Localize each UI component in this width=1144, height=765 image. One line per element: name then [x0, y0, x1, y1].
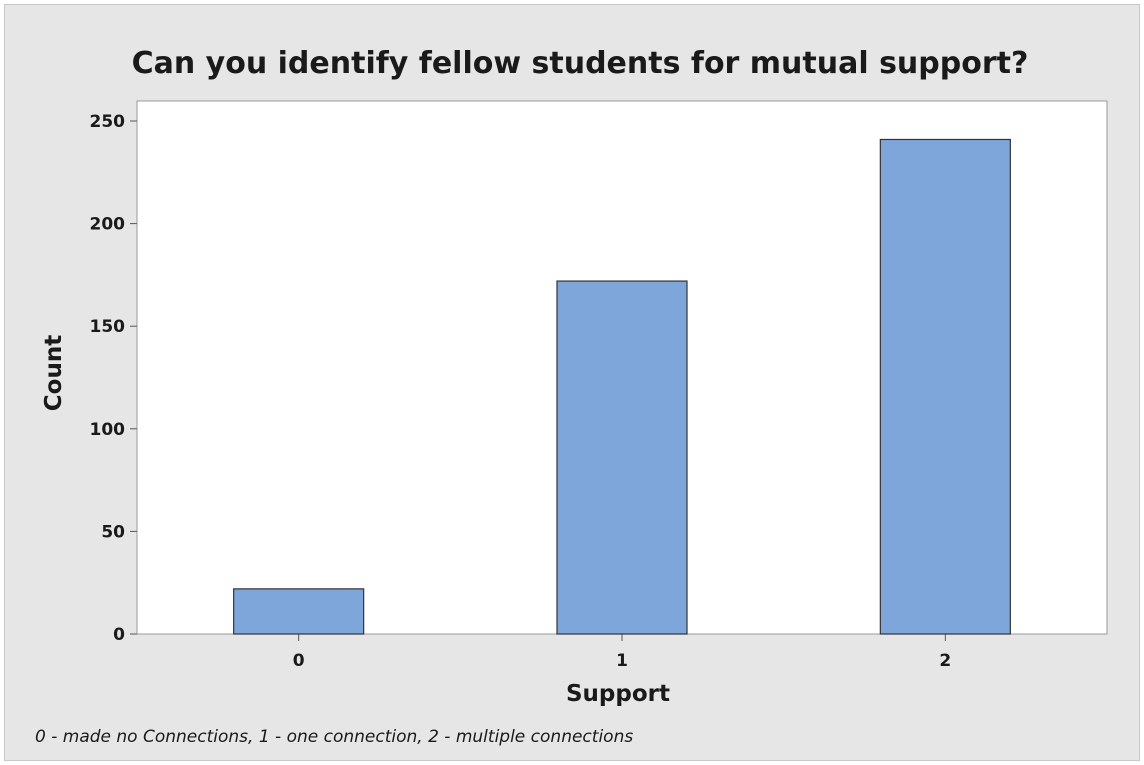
y-tick-label: 150	[90, 317, 126, 337]
y-tick-label: 250	[90, 112, 126, 132]
x-axis: 0 1 2	[293, 634, 951, 671]
bar-chart: Can you identify fellow students for mut…	[41, 46, 1108, 707]
y-axis-label: Count	[41, 335, 67, 411]
y-tick-label: 200	[90, 215, 126, 235]
y-tick-label: 50	[101, 522, 125, 542]
y-tick-label: 0	[113, 625, 125, 645]
chart-title: Can you identify fellow students for mut…	[132, 46, 1029, 81]
x-axis-label: Support	[566, 681, 670, 707]
footnote: 0 - made no Connections, 1 - one connect…	[35, 727, 634, 747]
x-tick-label: 0	[293, 651, 305, 671]
chart-figure: Can you identify fellow students for mut…	[4, 4, 1140, 761]
bar-2	[879, 138, 1011, 635]
bars	[233, 138, 1011, 635]
y-tick-label: 100	[90, 420, 126, 440]
bar-0	[233, 588, 365, 635]
x-tick-label: 1	[616, 651, 628, 671]
bar-1	[556, 280, 688, 635]
y-axis: 0 50 100 150 200 250	[90, 112, 137, 645]
x-tick-label: 2	[939, 651, 951, 671]
